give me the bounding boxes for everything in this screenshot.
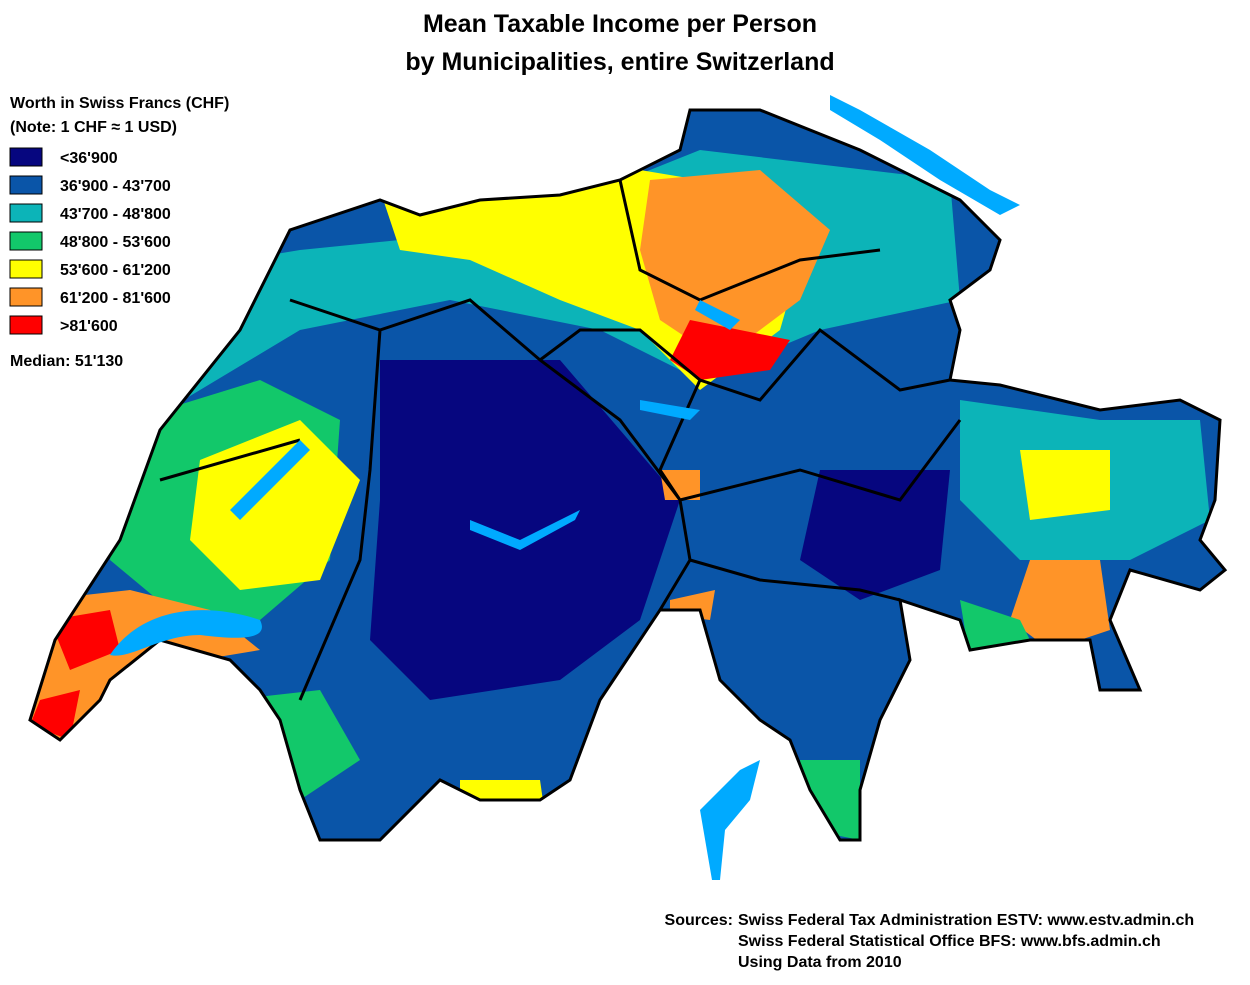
sources: Swiss Federal Tax Administration ESTV: w…: [738, 912, 1194, 971]
lakes: [110, 95, 1020, 880]
region: [1020, 450, 1110, 520]
canton-border: [159, 179, 962, 701]
legend-swatch: [9, 203, 43, 223]
region: [800, 470, 950, 600]
legend-title: (Note: 1 CHF ≈ 1 USD): [10, 119, 177, 136]
lake: [830, 95, 1020, 215]
legend-label: 53'600 - 61'200: [60, 262, 171, 279]
lake: [230, 440, 310, 520]
legend-swatch: [9, 315, 43, 335]
source-line: Swiss Federal Tax Administration ESTV: w…: [738, 912, 1194, 929]
legend-label: 48'800 - 53'600: [60, 234, 171, 251]
lake: [470, 510, 580, 550]
lake: [700, 760, 760, 880]
region: [670, 320, 790, 380]
sources-label: Sources:: [665, 912, 733, 929]
lake: [640, 300, 740, 420]
legend-swatch: [9, 231, 43, 251]
title-line: by Municipalities, entire Switzerland: [405, 48, 834, 76]
region: [660, 470, 715, 620]
legend-title: Worth in Swiss Francs (CHF): [10, 95, 229, 112]
region: [30, 610, 120, 740]
region: [370, 360, 680, 700]
canton-borders: [28, 108, 1227, 842]
legend: <36'900 36'900 - 43'700 43'700 - 48'800 48'…: [9, 147, 171, 335]
legend-label: 61'200 - 81'600: [60, 290, 171, 307]
legend-swatch: [9, 147, 43, 167]
region: [190, 420, 360, 590]
median: Median: 51'130: [10, 353, 123, 370]
source-line: Using Data from 2010: [738, 954, 902, 971]
legend-swatch: [9, 287, 43, 307]
legend-label: 43'700 - 48'800: [60, 206, 171, 223]
legend-label: <36'900: [60, 150, 118, 167]
region: [640, 170, 830, 360]
region: [1010, 560, 1110, 650]
legend-swatch: [9, 175, 43, 195]
source-line: Swiss Federal Statistical Office BFS: ww…: [738, 933, 1161, 950]
region: [800, 760, 860, 840]
title-line: Mean Taxable Income per Person: [423, 10, 817, 38]
legend-swatch: [9, 259, 43, 279]
legend-label: 36'900 - 43'700: [60, 178, 171, 195]
lake: [110, 610, 262, 656]
legend-label: >81'600: [60, 318, 118, 335]
